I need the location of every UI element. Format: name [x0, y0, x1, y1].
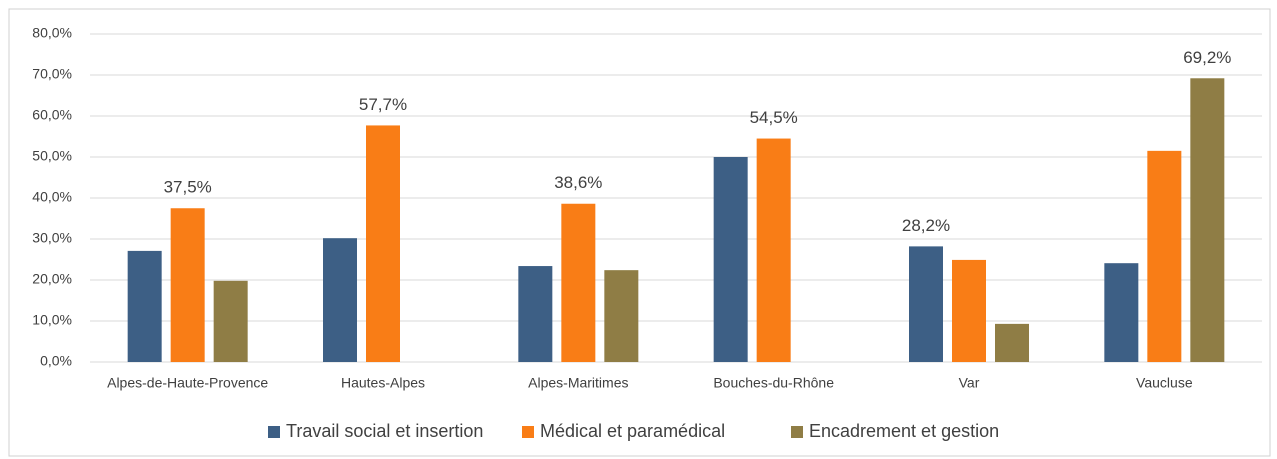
- bar: [170, 208, 205, 362]
- y-tick-label: 30,0%: [32, 230, 72, 246]
- data-label: 69,2%: [1183, 48, 1231, 67]
- x-tick-label: Vaucluse: [1136, 375, 1193, 391]
- bar: [518, 266, 553, 362]
- data-label: 57,7%: [359, 95, 407, 114]
- y-tick-label: 70,0%: [32, 66, 72, 82]
- legend-swatch: [522, 426, 534, 438]
- x-tick-label: Hautes-Alpes: [341, 375, 425, 391]
- y-tick-label: 20,0%: [32, 271, 72, 287]
- data-label: 37,5%: [164, 178, 212, 197]
- legend-label: Travail social et insertion: [286, 421, 483, 441]
- y-tick-label: 60,0%: [32, 107, 72, 123]
- bar: [323, 238, 357, 362]
- bar: [1104, 263, 1139, 362]
- bar: [1190, 78, 1225, 362]
- y-tick-label: 0,0%: [40, 353, 72, 369]
- x-tick-label: Var: [959, 375, 980, 391]
- data-label: 54,5%: [750, 108, 798, 127]
- bar: [604, 270, 639, 362]
- legend-swatch: [268, 426, 280, 438]
- bar: [995, 323, 1029, 362]
- legend-swatch: [791, 426, 803, 438]
- bar: [1147, 150, 1182, 362]
- bar: [909, 246, 943, 362]
- chart-frame: [8, 8, 1271, 457]
- x-tick-label: Alpes-de-Haute-Provence: [107, 375, 268, 391]
- data-label: 28,2%: [902, 216, 950, 235]
- bar: [213, 280, 248, 362]
- y-tick-label: 40,0%: [32, 189, 72, 205]
- legend-label: Encadrement et gestion: [809, 421, 999, 441]
- x-tick-label: Bouches-du-Rhône: [713, 375, 834, 391]
- bar: [561, 203, 596, 362]
- y-tick-label: 10,0%: [32, 312, 72, 328]
- bar: [952, 259, 986, 362]
- data-label: 38,6%: [554, 173, 602, 192]
- bar: [366, 125, 400, 363]
- y-tick-label: 80,0%: [32, 25, 72, 41]
- legend-label: Médical et paramédical: [540, 421, 725, 441]
- bar: [127, 250, 162, 362]
- x-tick-label: Alpes-Maritimes: [528, 375, 628, 391]
- bar: [713, 157, 748, 362]
- bar: [756, 138, 791, 362]
- y-tick-label: 50,0%: [32, 148, 72, 164]
